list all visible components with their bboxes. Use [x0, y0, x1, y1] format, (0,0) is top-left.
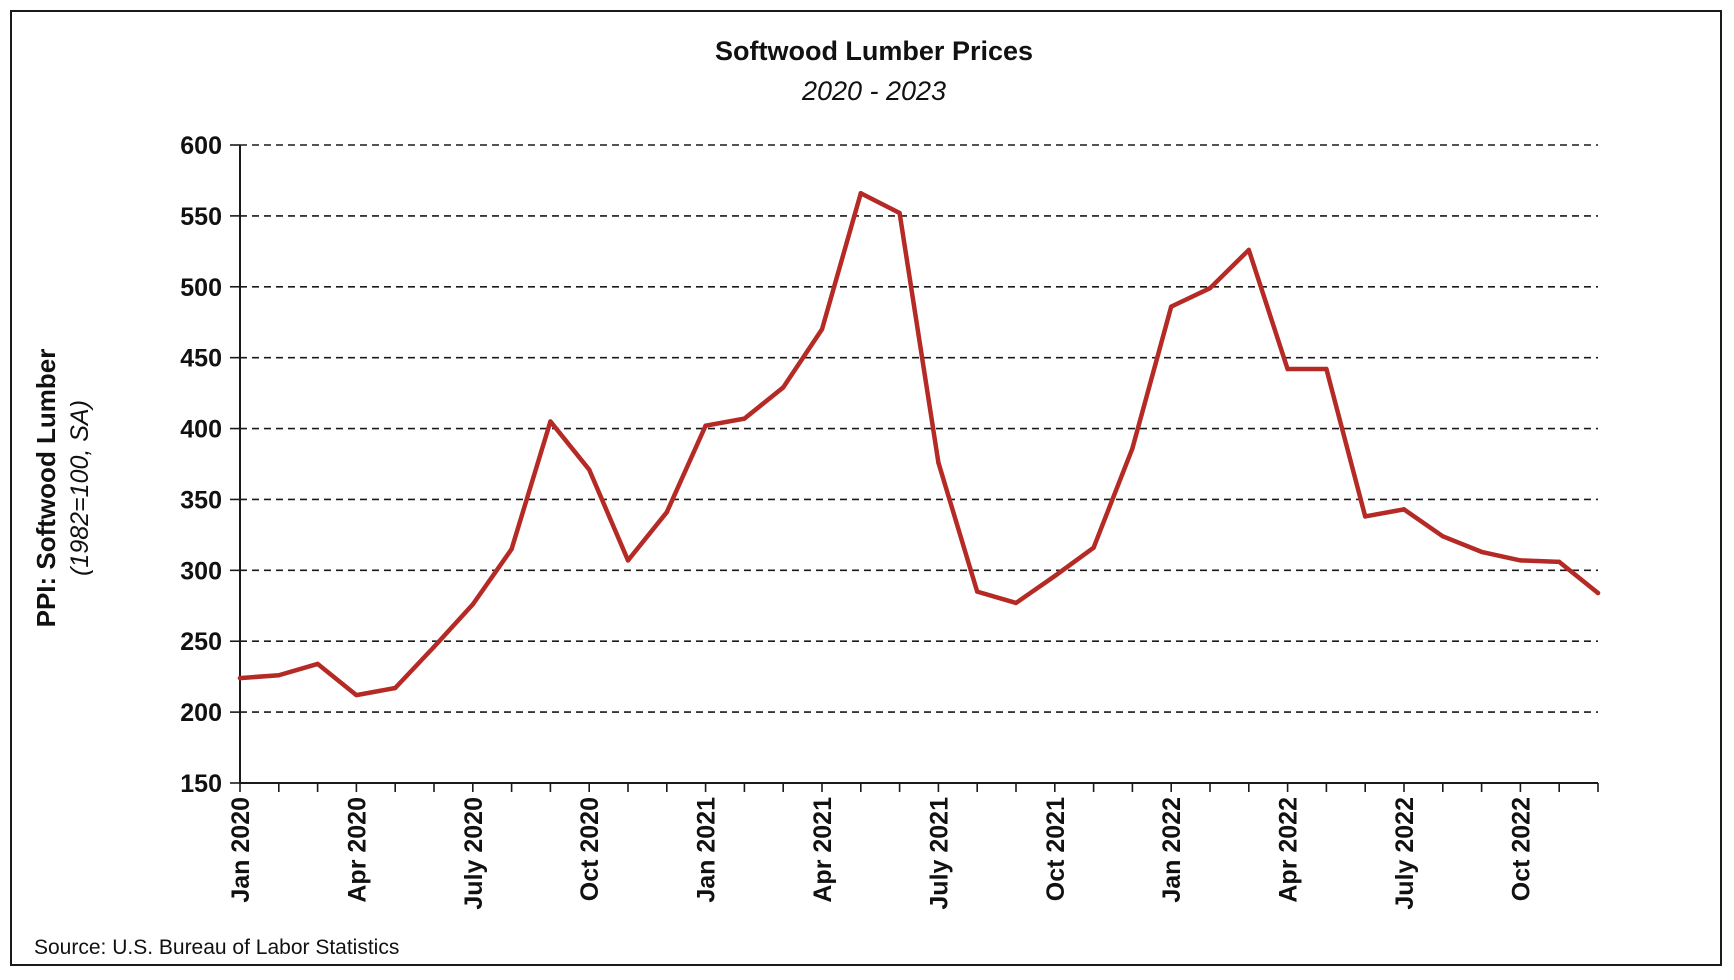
data-point	[315, 661, 320, 667]
x-tick-label: Jan 2020	[227, 797, 255, 903]
data-point	[431, 644, 437, 650]
x-tick-label: Jan 2022	[1158, 797, 1186, 903]
y-tick-label: 500	[180, 274, 222, 302]
x-tick-label: Apr 2021	[809, 797, 837, 903]
data-point	[781, 385, 786, 390]
x-tick-label: Jan 2021	[693, 797, 721, 903]
data-point	[548, 419, 553, 424]
y-axis-sublabel: (1982=100, SA)	[66, 400, 94, 576]
data-point	[858, 191, 863, 196]
data-point	[1246, 247, 1252, 253]
data-point	[936, 460, 941, 465]
data-point	[703, 423, 708, 428]
x-tick-label: July 2022	[1391, 797, 1419, 910]
data-point	[1595, 590, 1601, 596]
data-point	[897, 210, 902, 216]
data-point	[1169, 304, 1174, 309]
data-point	[819, 327, 825, 332]
data-point	[354, 692, 359, 698]
y-tick-label: 250	[180, 628, 222, 656]
y-axis-label: PPI: Softwood Lumber	[31, 349, 61, 628]
data-point	[1091, 545, 1096, 550]
data-point	[393, 685, 398, 691]
x-tick-label: Apr 2022	[1275, 797, 1303, 903]
data-point	[1518, 558, 1523, 563]
series-line	[237, 190, 1601, 698]
x-tick-label: July 2021	[925, 797, 953, 910]
data-point	[1440, 534, 1446, 539]
data-point	[509, 546, 514, 552]
y-tick-label: 350	[180, 486, 222, 514]
data-point	[1285, 366, 1290, 372]
y-tick-label: 300	[180, 557, 222, 585]
data-point	[1557, 559, 1562, 565]
data-point	[625, 558, 631, 563]
data-point	[470, 602, 475, 607]
x-tick-label: Oct 2020	[576, 797, 604, 901]
data-point	[1401, 507, 1407, 512]
y-tick-label: 150	[180, 770, 222, 798]
source-note: Source: U.S. Bureau of Labor Statistics	[34, 936, 399, 959]
chart-frame	[10, 10, 1722, 966]
data-point	[742, 416, 747, 421]
y-tick-label: 400	[180, 416, 222, 444]
x-tick-label: July 2020	[460, 797, 488, 910]
x-tick-labels: Jan 2020 Apr 2020 July 2020 Oct 2020 Jan 202…	[227, 797, 1535, 910]
data-point	[1324, 366, 1329, 372]
data-point	[664, 510, 669, 515]
data-point	[276, 673, 281, 678]
y-tick-label: 450	[180, 345, 222, 373]
y-tick-label: 600	[180, 132, 222, 160]
data-point	[1363, 514, 1368, 519]
y-tick-label: 200	[180, 699, 222, 727]
series-group	[237, 190, 1601, 698]
data-point	[1207, 285, 1213, 291]
gridlines	[240, 144, 1598, 713]
data-point	[1479, 549, 1484, 555]
data-point	[587, 467, 592, 472]
y-tick-labels: 150 200 250 300 350 400 450 500 550 600	[180, 132, 222, 798]
x-tick-label: Oct 2022	[1507, 797, 1535, 901]
data-point	[237, 675, 243, 681]
data-point	[1013, 600, 1019, 606]
x-tick-label: Apr 2020	[343, 797, 371, 903]
chart-subtitle: 2020 - 2023	[801, 76, 946, 106]
y-tick-label: 550	[180, 203, 222, 231]
axes	[230, 144, 1599, 792]
x-tick-label: Oct 2021	[1042, 797, 1070, 901]
data-point	[975, 589, 980, 594]
data-point	[1130, 446, 1135, 451]
data-point	[1052, 573, 1058, 579]
chart-title: Softwood Lumber Prices	[715, 36, 1033, 66]
